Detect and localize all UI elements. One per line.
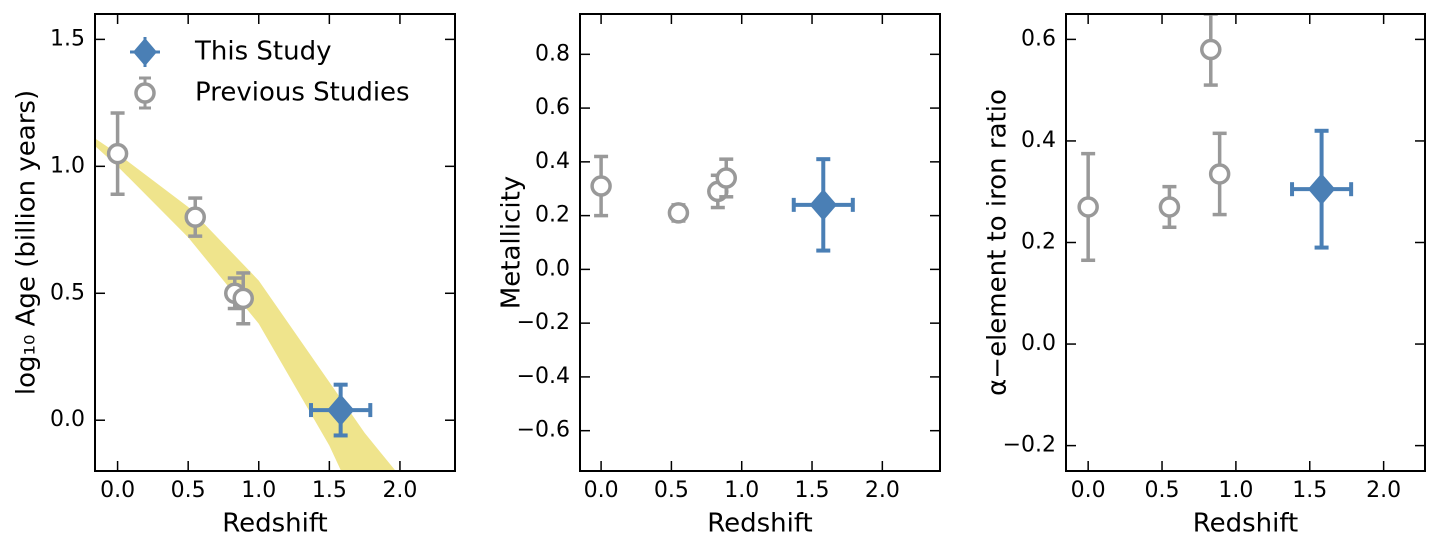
x-tick-label: 1.5 xyxy=(795,478,830,503)
y-tick-label: 1.5 xyxy=(50,26,85,51)
y-tick-label: 0.8 xyxy=(535,41,570,66)
x-tick-label: 2.0 xyxy=(1366,478,1401,503)
y-tick-label: 1.0 xyxy=(50,153,85,178)
plot-area xyxy=(1077,14,1354,263)
panel: 0.0 0.5 1.0 1.5 2.0 0.0 0.5 1.0 1.5 Redshift log₁₀… xyxy=(12,13,456,539)
circle-marker xyxy=(715,167,737,189)
y-tick-label: 0.0 xyxy=(50,407,85,432)
x-tick-label: 0.5 xyxy=(654,478,689,503)
x-axis-label: Redshift xyxy=(1193,509,1299,539)
legend-marker xyxy=(133,38,157,66)
circle-marker xyxy=(1077,196,1099,218)
circle-marker xyxy=(1200,38,1222,61)
x-tick-label: 2.0 xyxy=(865,478,900,503)
legend-label: Previous Studies xyxy=(195,78,410,108)
x-tick-label: 0.5 xyxy=(171,478,206,503)
axes-frame xyxy=(94,13,456,472)
axes-frame xyxy=(579,13,941,472)
y-tick-label: −0.6 xyxy=(517,418,570,443)
circle-marker xyxy=(1208,163,1231,185)
diamond-marker xyxy=(809,189,837,221)
circle-marker xyxy=(590,175,612,197)
y-tick-label: −0.4 xyxy=(517,364,570,389)
x-axis-label: Redshift xyxy=(222,509,328,539)
y-axis-label: α−element to iron ratio xyxy=(983,89,1013,396)
x-tick-label: 0.0 xyxy=(584,478,619,503)
y-tick-label: 0.6 xyxy=(535,95,570,120)
y-tick-label: 0.0 xyxy=(535,256,570,281)
panel: 0.0 0.5 1.0 1.5 2.0 −0.2 0.0 0.2 0.4 0.6 Redshift α… xyxy=(983,13,1426,539)
axes-frame xyxy=(1065,13,1426,472)
diamond-marker xyxy=(1307,173,1336,205)
circle-marker xyxy=(667,202,690,224)
diamond-marker xyxy=(326,394,355,426)
y-tick-label: 0.6 xyxy=(1021,26,1056,51)
y-axis-label: Metallicity xyxy=(497,176,527,309)
x-tick-label: 0.0 xyxy=(1071,478,1106,503)
x-tick-label: 1.0 xyxy=(241,478,276,503)
x-tick-label: 1.0 xyxy=(1218,478,1253,503)
plot-area xyxy=(95,111,396,471)
y-tick-label: 0.0 xyxy=(1021,331,1056,356)
y-tick-label: 0.5 xyxy=(50,280,85,305)
x-tick-label: 0.0 xyxy=(100,478,135,503)
x-tick-label: 2.0 xyxy=(382,478,417,503)
y-tick-label: 0.4 xyxy=(1021,128,1056,153)
x-tick-label: 1.5 xyxy=(1292,478,1327,503)
x-tick-label: 1.0 xyxy=(724,478,759,503)
x-tick-label: 0.5 xyxy=(1145,478,1180,503)
legend-label: This Study xyxy=(194,37,331,67)
circle-marker xyxy=(106,142,129,165)
legend-marker xyxy=(134,82,156,104)
y-tick-label: −0.2 xyxy=(1003,433,1056,458)
y-tick-label: 0.4 xyxy=(535,149,570,174)
y-tick-label: 0.2 xyxy=(535,203,570,228)
circle-marker xyxy=(184,206,206,228)
x-axis-label: Redshift xyxy=(707,509,813,539)
y-tick-label: 0.2 xyxy=(1021,230,1056,255)
x-tick-label: 1.5 xyxy=(312,478,347,503)
plot-area xyxy=(590,154,855,253)
y-tick-label: −0.2 xyxy=(517,310,570,335)
y-axis-label: log₁₀ Age (billion years) xyxy=(12,90,42,395)
circle-marker xyxy=(1158,196,1181,218)
circle-marker xyxy=(232,287,254,310)
panel: 0.0 0.5 1.0 1.5 2.0 −0.6 −0.4 −0.2 0.0 0.2 0.4 0.6 0… xyxy=(497,13,941,539)
